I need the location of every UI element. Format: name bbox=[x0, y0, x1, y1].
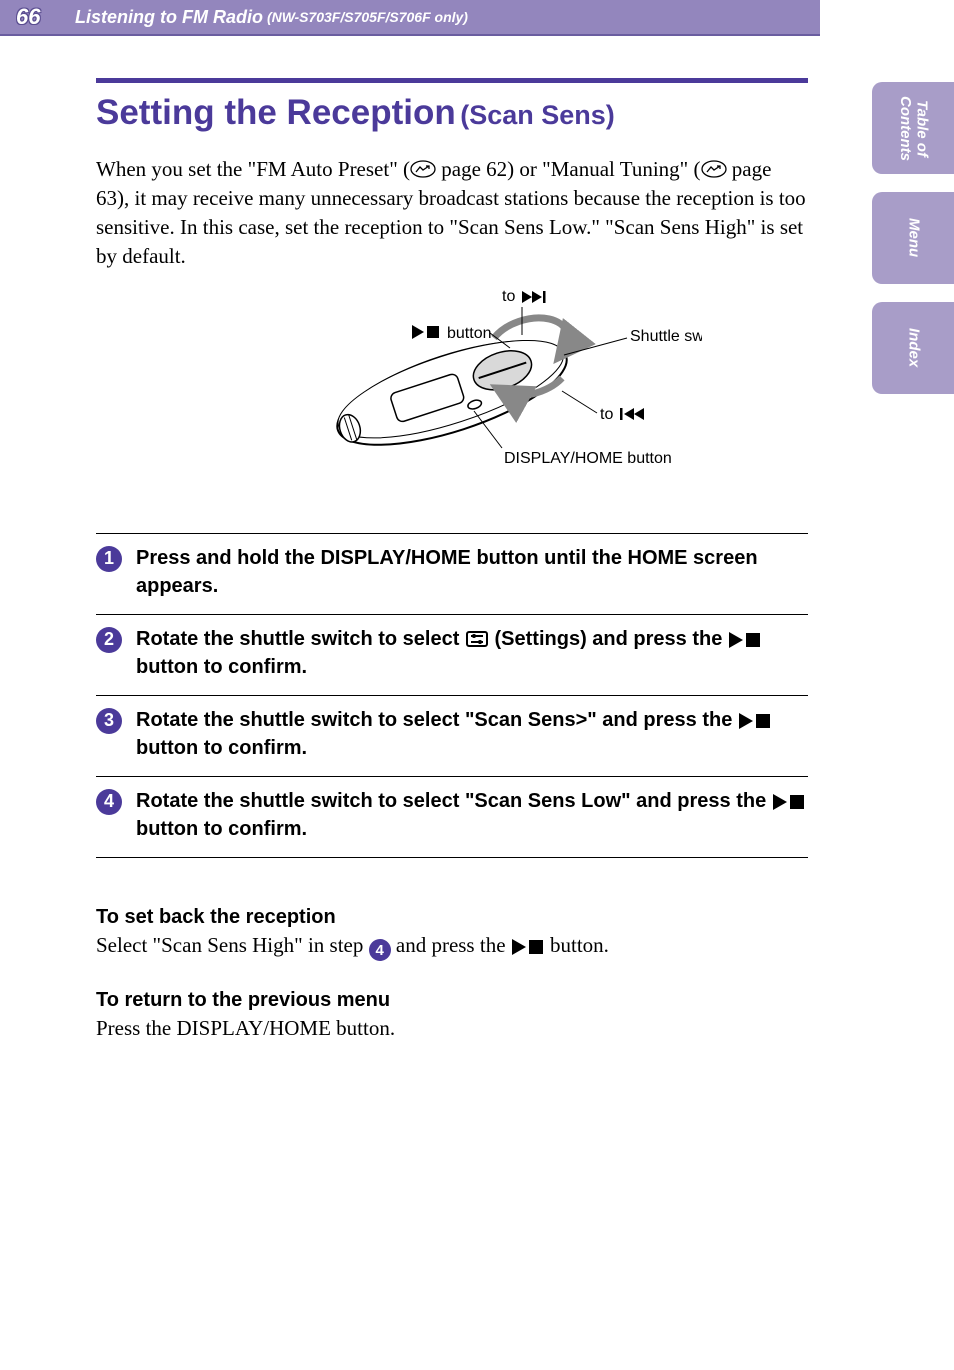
step-text: Press and hold the DISPLAY/HOME button u… bbox=[136, 544, 808, 600]
inline-step-ref: 4 bbox=[369, 939, 391, 961]
svg-text:Shuttle switch: Shuttle switch bbox=[630, 328, 702, 345]
title-rule bbox=[96, 78, 808, 83]
intro-part1: When you set the "FM Auto Preset" ( bbox=[96, 157, 410, 181]
steps-list: 1 Press and hold the DISPLAY/HOME button… bbox=[96, 533, 808, 858]
page-title: Setting the Reception (Scan Sens) bbox=[96, 93, 808, 133]
pointer-icon bbox=[410, 160, 436, 178]
header-title: Listening to FM Radio bbox=[75, 7, 263, 28]
intro-ref1: page 62) or "Manual Tuning" ( bbox=[436, 157, 700, 181]
header-subtitle: (NW-S703F/S705F/S706F only) bbox=[267, 9, 468, 25]
tab-menu[interactable]: Menu bbox=[872, 192, 954, 284]
intro-paragraph: When you set the "FM Auto Preset" ( page… bbox=[96, 155, 808, 271]
content-area: Setting the Reception (Scan Sens) When y… bbox=[96, 78, 808, 1072]
step-number-badge: 3 bbox=[96, 708, 122, 734]
header-bar: 66 Listening to FM Radio (NW-S703F/S705F… bbox=[0, 0, 820, 36]
tab-index[interactable]: Index bbox=[872, 302, 954, 394]
after-body: Press the DISPLAY/HOME button. bbox=[96, 1014, 808, 1043]
step-number-badge: 2 bbox=[96, 627, 122, 653]
tab-label: Index bbox=[905, 328, 922, 367]
step-text: Rotate the shuttle switch to select (Set… bbox=[136, 625, 808, 681]
step-text-part: Rotate the shuttle switch to select bbox=[136, 628, 465, 650]
after-heading: To return to the previous menu bbox=[96, 989, 808, 1012]
step-2: 2 Rotate the shuttle switch to select (S… bbox=[96, 614, 808, 695]
title-main: Setting the Reception bbox=[96, 93, 456, 132]
svg-text:DISPLAY/HOME button: DISPLAY/HOME button bbox=[504, 450, 672, 467]
title-sub: (Scan Sens) bbox=[460, 100, 615, 130]
tab-table-of-contents[interactable]: Table of Contents bbox=[872, 82, 954, 174]
svg-text:to: to bbox=[502, 288, 515, 305]
tab-label: Menu bbox=[905, 218, 922, 257]
tab-label: Table of Contents bbox=[897, 96, 930, 161]
settings-icon bbox=[465, 629, 489, 649]
step-text-part: button to confirm. bbox=[136, 656, 307, 678]
after-text-part: button. bbox=[545, 933, 609, 957]
step-text-part: button to confirm. bbox=[136, 737, 307, 759]
step-number-badge: 4 bbox=[96, 789, 122, 815]
device-diagram: to button Shuttle switch to bbox=[96, 283, 808, 483]
step-number-badge: 1 bbox=[96, 546, 122, 572]
step-text-part: Rotate the shuttle switch to select "Sca… bbox=[136, 790, 772, 812]
step-3: 3 Rotate the shuttle switch to select "S… bbox=[96, 695, 808, 776]
play-stop-icon bbox=[738, 712, 772, 730]
play-stop-icon bbox=[772, 793, 806, 811]
svg-text:to: to bbox=[600, 406, 613, 423]
step-text: Rotate the shuttle switch to select "Sca… bbox=[136, 706, 808, 762]
pointer-icon bbox=[701, 160, 727, 178]
step-text-part: (Settings) and press the bbox=[489, 628, 728, 650]
step-text-part: Rotate the shuttle switch to select "Sca… bbox=[136, 709, 738, 731]
play-stop-icon bbox=[728, 631, 762, 649]
step-text-part: button to confirm. bbox=[136, 818, 307, 840]
after-text-part: and press the bbox=[391, 933, 511, 957]
play-stop-icon bbox=[511, 938, 545, 956]
after-text-part: Select "Scan Sens High" in step bbox=[96, 933, 369, 957]
step-4: 4 Rotate the shuttle switch to select "S… bbox=[96, 776, 808, 858]
after-heading: To set back the reception bbox=[96, 906, 808, 929]
step-1: 1 Press and hold the DISPLAY/HOME button… bbox=[96, 533, 808, 614]
after-body: Select "Scan Sens High" in step 4 and pr… bbox=[96, 931, 808, 962]
after-sections: To set back the reception Select "Scan S… bbox=[96, 906, 808, 1044]
after-set-back: To set back the reception Select "Scan S… bbox=[96, 906, 808, 962]
step-text: Rotate the shuttle switch to select "Sca… bbox=[136, 787, 808, 843]
side-tabs: Table of Contents Menu Index bbox=[872, 82, 954, 394]
svg-text:button: button bbox=[447, 325, 491, 342]
after-return-menu: To return to the previous menu Press the… bbox=[96, 989, 808, 1043]
page-number: 66 bbox=[16, 4, 40, 30]
